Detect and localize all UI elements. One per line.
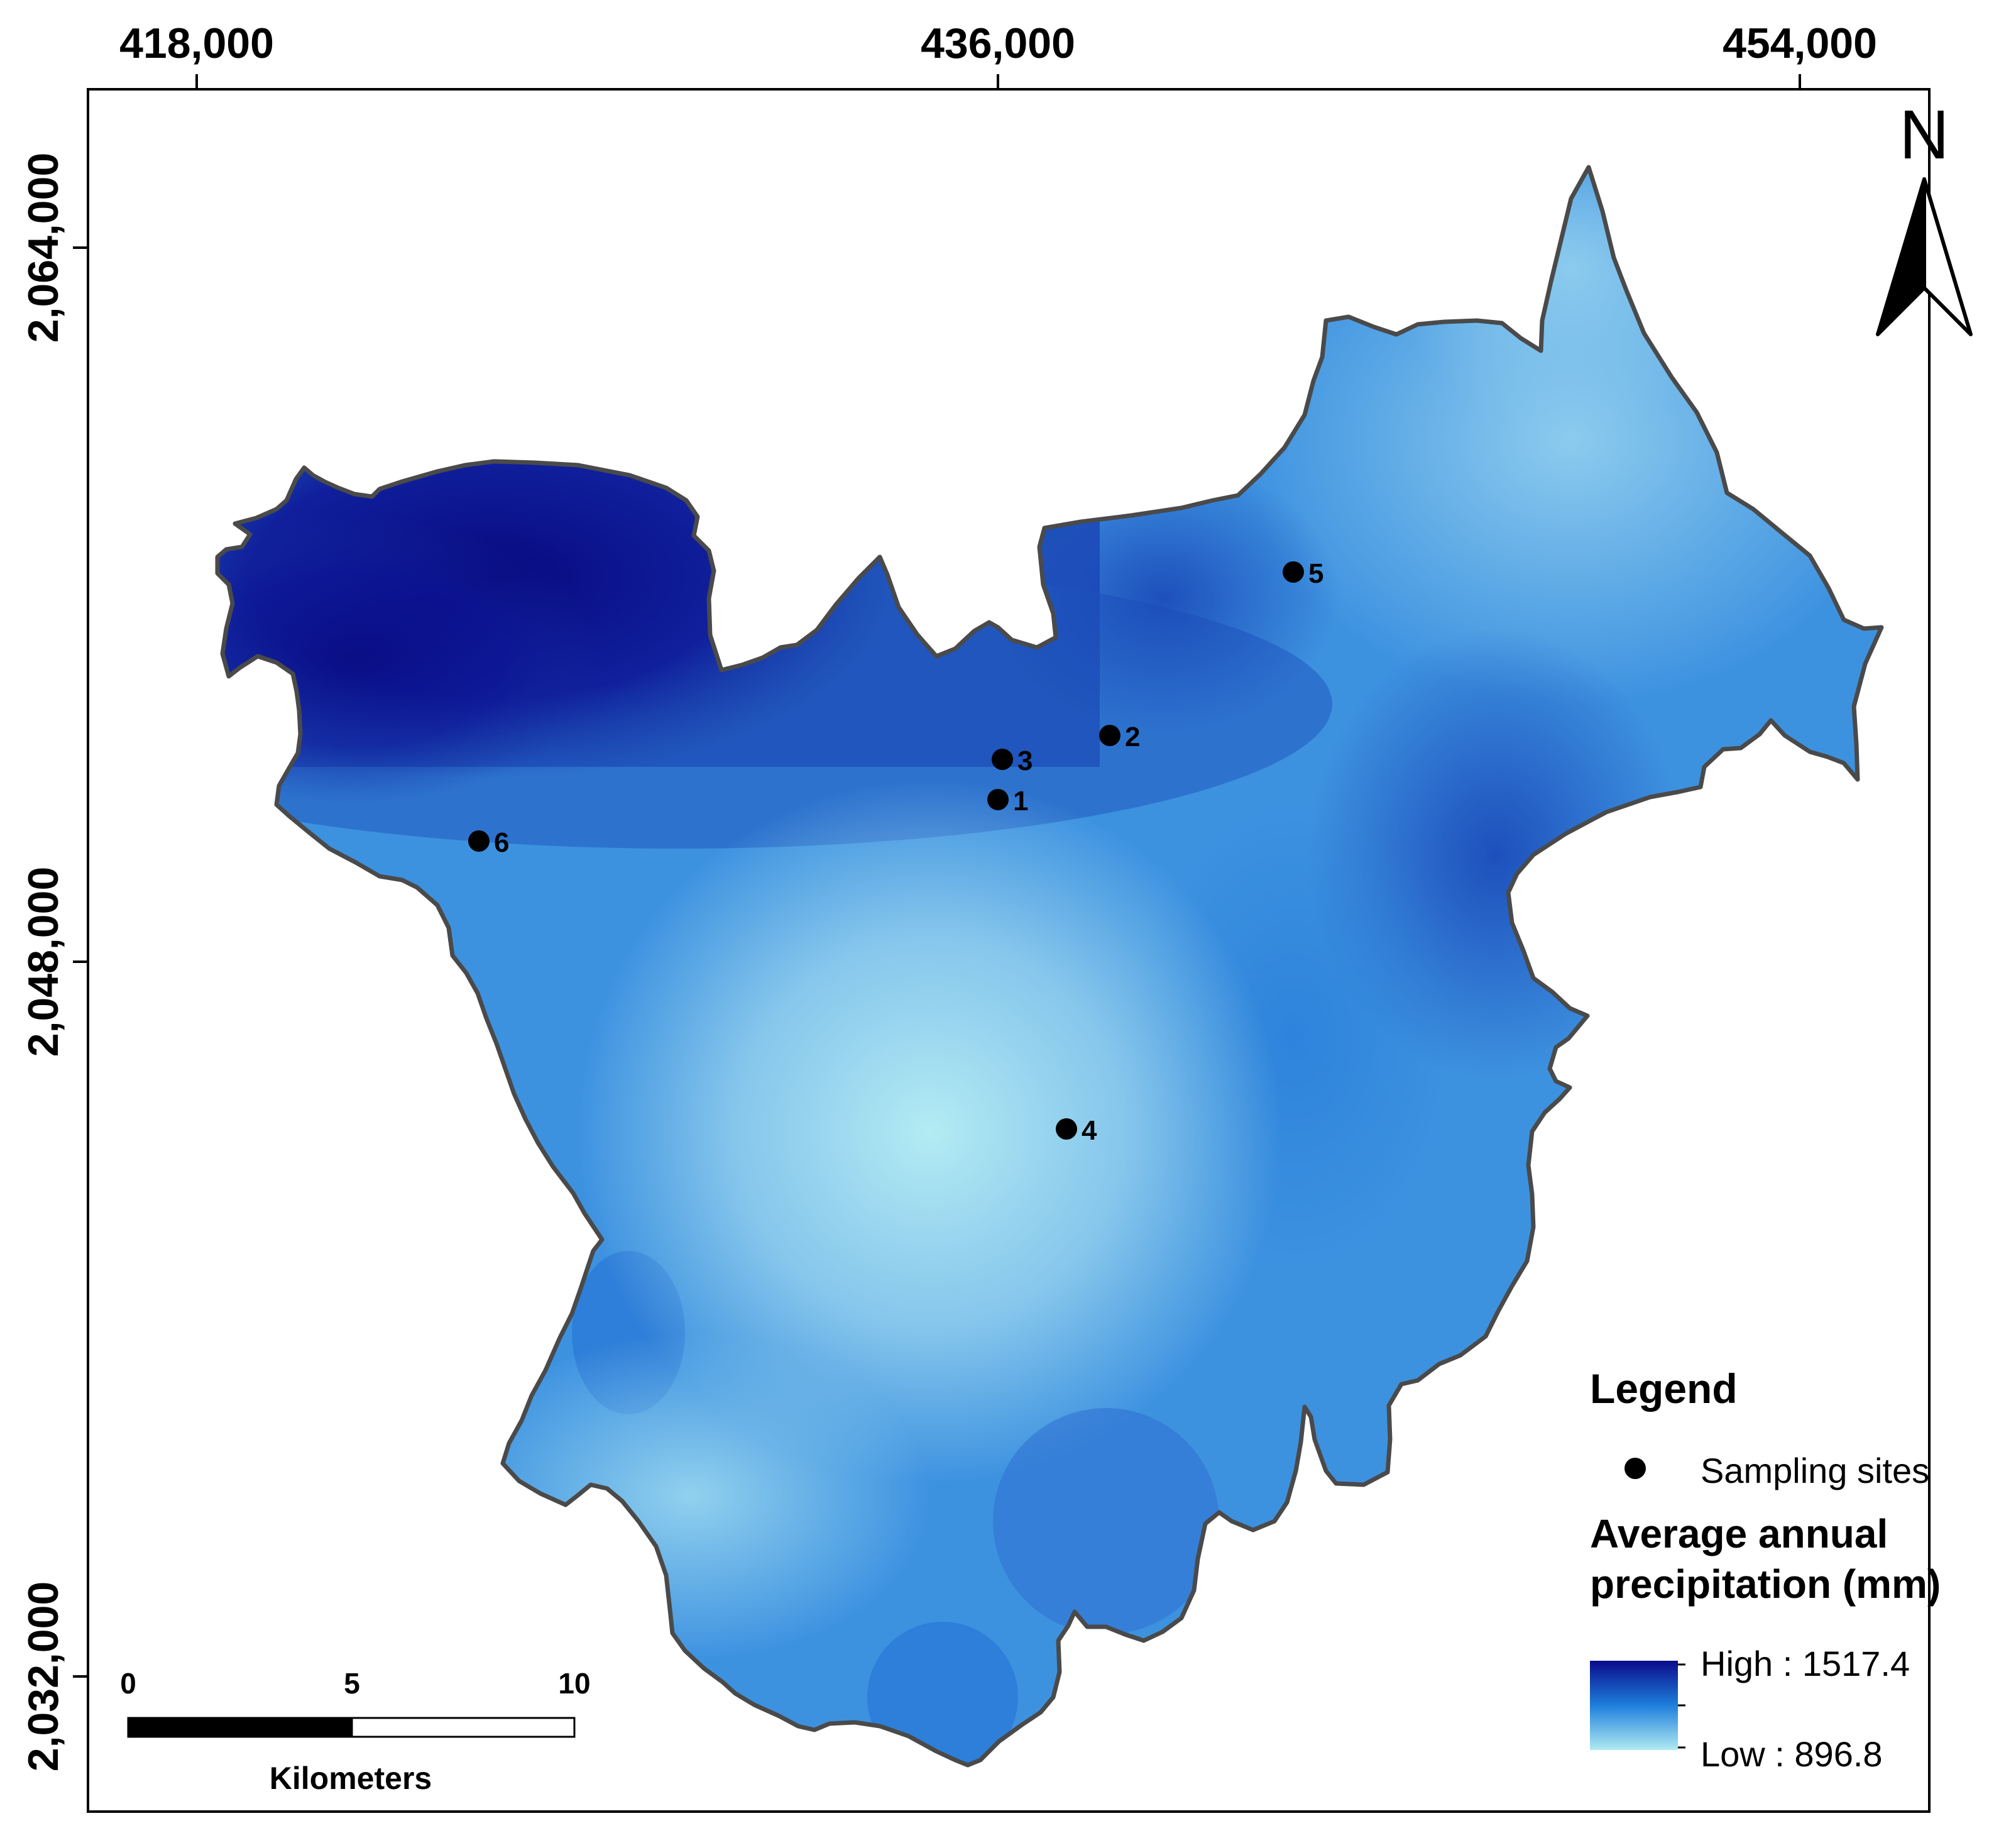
sampling-sites-layer: 1 2 3 4 5 6 bbox=[468, 558, 1323, 1146]
study-area-boundary bbox=[215, 165, 1884, 1768]
sampling-site-3[interactable]: 3 bbox=[992, 746, 1033, 776]
site-label-1: 1 bbox=[1013, 786, 1028, 817]
sampling-site-4[interactable]: 4 bbox=[1056, 1115, 1097, 1146]
x-tick-label-454000: 454,000 bbox=[1723, 19, 1877, 67]
site-label-5: 5 bbox=[1308, 558, 1323, 589]
sampling-site-symbol-icon bbox=[1624, 1458, 1646, 1479]
y-axis-ticks: 2,064,000 2,048,000 2,032,000 bbox=[19, 153, 88, 1772]
sampling-site-1[interactable]: 1 bbox=[987, 786, 1028, 817]
north-arrow: N bbox=[1876, 96, 1973, 336]
legend-sites-label: Sampling sites bbox=[1701, 1451, 1929, 1490]
y-tick-label-2064000: 2,064,000 bbox=[19, 153, 67, 343]
legend-raster-title-line2: precipitation (mm) bbox=[1590, 1561, 1941, 1607]
site-label-2: 2 bbox=[1125, 722, 1140, 752]
y-tick-label-2048000: 2,048,000 bbox=[19, 867, 67, 1057]
scale-bar-tick-10: 10 bbox=[558, 1667, 590, 1700]
north-arrow-label: N bbox=[1899, 96, 1949, 173]
x-tick-label-436000: 436,000 bbox=[921, 19, 1075, 67]
legend-low-label: Low : 896.8 bbox=[1701, 1734, 1883, 1774]
x-tick-label-418000: 418,000 bbox=[119, 19, 274, 67]
legend-raster-title-line1: Average annual bbox=[1590, 1511, 1888, 1556]
x-axis-ticks: 418,000 436,000 454,000 bbox=[119, 19, 1877, 89]
legend: Legend Sampling sites Average annual pre… bbox=[1590, 1365, 1941, 1774]
site-label-4: 4 bbox=[1082, 1115, 1097, 1146]
sampling-site-2[interactable]: 2 bbox=[1099, 722, 1140, 752]
site-label-3: 3 bbox=[1017, 746, 1033, 776]
scale-bar-tick-5: 5 bbox=[344, 1667, 360, 1700]
sampling-site-6[interactable]: 6 bbox=[468, 827, 509, 858]
scale-bar-tick-0: 0 bbox=[120, 1667, 136, 1700]
site-label-6: 6 bbox=[494, 827, 509, 858]
legend-color-ramp bbox=[1590, 1661, 1678, 1750]
sampling-site-5[interactable]: 5 bbox=[1283, 558, 1323, 589]
map-frame bbox=[87, 88, 1931, 1813]
scale-bar-unit-label: Kilometers bbox=[270, 1761, 432, 1796]
legend-title: Legend bbox=[1590, 1365, 1738, 1412]
scale-bar: 0 5 10 Kilometers bbox=[120, 1667, 590, 1796]
y-tick-label-2032000: 2,032,000 bbox=[19, 1582, 67, 1772]
legend-high-label: High : 1517.4 bbox=[1701, 1644, 1910, 1683]
